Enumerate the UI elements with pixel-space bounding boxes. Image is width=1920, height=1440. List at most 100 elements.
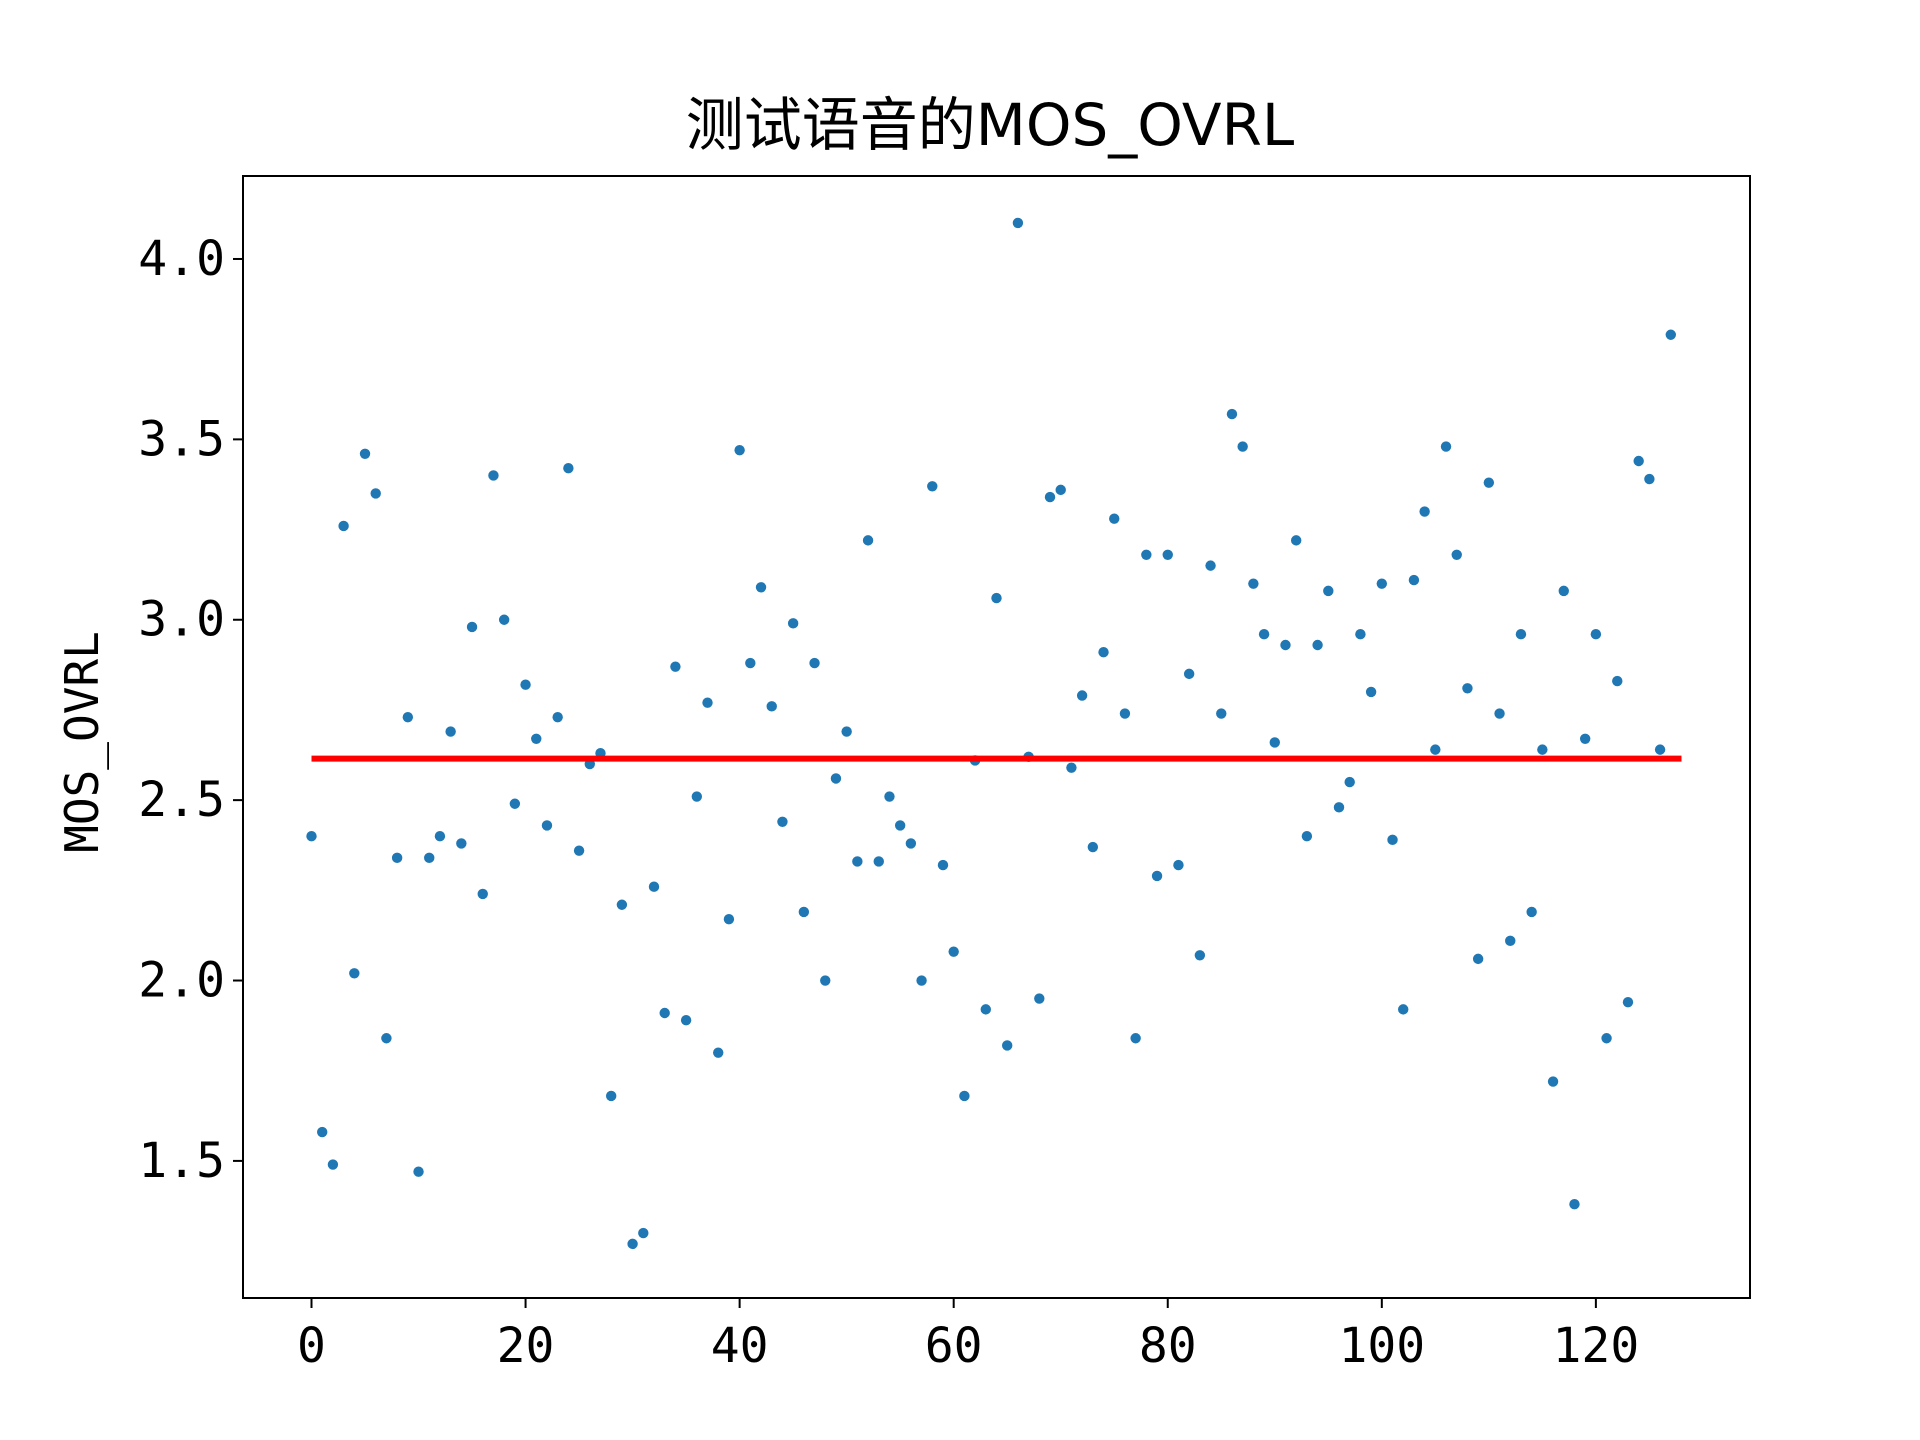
data-point <box>1590 628 1602 640</box>
data-point <box>1216 708 1227 719</box>
data-point <box>1430 744 1441 755</box>
data-point <box>1355 628 1366 640</box>
data-point <box>1344 776 1355 788</box>
data-point <box>1151 870 1163 882</box>
data-point <box>605 1090 617 1102</box>
data-point <box>862 535 874 546</box>
data-point <box>1633 455 1644 467</box>
data-point <box>1665 329 1676 340</box>
y-tick-label: 4.0 <box>138 231 225 287</box>
data-point <box>905 838 917 849</box>
x-tick-label: 80 <box>1139 1318 1197 1374</box>
x-tick-label: 60 <box>925 1318 983 1374</box>
data-point <box>948 946 959 957</box>
data-point <box>894 820 906 831</box>
data-point <box>1622 996 1634 1008</box>
data-point <box>1558 585 1569 597</box>
data-point <box>916 975 927 986</box>
data-point <box>488 470 499 481</box>
data-point <box>1109 513 1120 524</box>
data-point <box>1547 1076 1559 1087</box>
data-point <box>1280 639 1291 651</box>
data-point <box>498 614 510 625</box>
data-point <box>466 621 478 633</box>
data-point <box>1226 408 1238 420</box>
data-point <box>702 697 713 708</box>
data-point <box>1451 549 1462 561</box>
data-point <box>1483 477 1495 488</box>
data-point <box>841 726 852 737</box>
data-point <box>327 1159 339 1170</box>
data-point <box>1162 549 1173 561</box>
data-point <box>980 1004 991 1015</box>
data-point <box>937 859 949 871</box>
data-point <box>1066 762 1077 773</box>
data-point <box>317 1126 328 1138</box>
data-point <box>509 798 521 809</box>
chart-title: 测试语音的MOS_OVRL <box>686 91 1294 159</box>
data-point <box>563 463 574 474</box>
data-point <box>1076 690 1088 701</box>
data-point <box>391 852 403 864</box>
data-point <box>402 711 414 723</box>
data-point <box>745 657 756 669</box>
data-point <box>1119 708 1131 719</box>
data-point <box>1398 1004 1409 1015</box>
x-tick-label: 100 <box>1338 1318 1425 1374</box>
data-point <box>1258 628 1270 640</box>
data-point <box>349 968 360 979</box>
data-point <box>723 913 735 925</box>
data-point <box>1494 708 1505 719</box>
data-point <box>1248 578 1259 589</box>
data-point <box>520 679 531 690</box>
data-point <box>798 906 810 918</box>
x-axis: 0 20 40 60 80 100 120 <box>297 1298 1639 1374</box>
data-point <box>1505 935 1516 947</box>
data-point <box>338 520 349 532</box>
data-point <box>830 773 842 784</box>
data-point <box>1183 668 1195 680</box>
data-point <box>1130 1033 1141 1044</box>
data-point <box>1569 1198 1580 1210</box>
y-tick-label: 3.0 <box>138 592 225 648</box>
data-point <box>616 899 628 910</box>
data-point <box>1644 473 1655 485</box>
data-point <box>691 791 703 802</box>
y-axis: 1.5 2.0 2.5 3.0 3.5 4.0 <box>138 231 243 1189</box>
data-point <box>424 852 435 864</box>
data-point <box>1098 647 1109 658</box>
data-point <box>456 838 467 849</box>
data-point <box>1515 628 1527 640</box>
data-point <box>1055 484 1066 496</box>
y-tick-label: 2.5 <box>138 772 225 828</box>
data-point <box>1044 491 1056 503</box>
data-point <box>1612 675 1623 687</box>
data-point <box>809 657 820 669</box>
data-point <box>1301 831 1313 842</box>
data-point <box>541 820 553 831</box>
data-point <box>713 1047 724 1058</box>
data-point <box>1269 737 1280 748</box>
data-point <box>755 582 767 593</box>
data-point <box>445 726 456 737</box>
data-point <box>991 592 1002 604</box>
data-point <box>627 1238 638 1250</box>
x-tick-label: 40 <box>711 1318 769 1374</box>
data-point <box>1333 802 1345 813</box>
data-point <box>1419 506 1430 517</box>
x-tick-label: 120 <box>1553 1318 1640 1374</box>
data-point <box>820 975 831 986</box>
data-point <box>1408 574 1420 586</box>
data-point <box>959 1090 970 1102</box>
data-point <box>306 831 317 842</box>
data-point <box>1323 585 1334 597</box>
data-point <box>659 1007 670 1019</box>
data-point <box>1579 733 1591 745</box>
data-point <box>1526 906 1537 918</box>
plot-frame <box>242 175 1751 1299</box>
data-point <box>1654 744 1666 755</box>
data-point <box>1290 535 1302 546</box>
data-point <box>873 856 884 867</box>
x-tick-label: 0 <box>297 1318 326 1374</box>
data-point <box>413 1166 424 1177</box>
